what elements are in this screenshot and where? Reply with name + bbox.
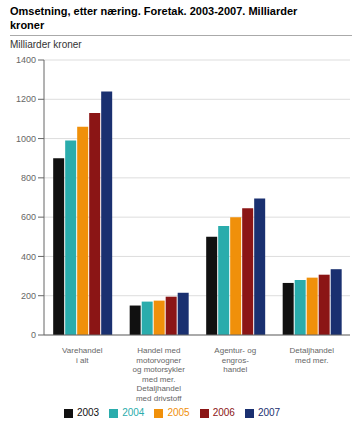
svg-text:1200: 1200 <box>16 94 36 104</box>
html-text:2006: 2006 <box>212 407 235 418</box>
html-text:Omsetning, etter næring. Foret: Omsetning, etter næring. Foretak. 2003-2… <box>10 5 298 17</box>
svg-text:1000: 1000 <box>16 134 36 144</box>
svg-text:800: 800 <box>21 173 36 183</box>
svg-text:Agentur- ogengros-handel: Agentur- ogengros-handel <box>214 346 256 374</box>
html-text:2007: 2007 <box>257 407 281 418</box>
svg-text:400: 400 <box>21 252 36 262</box>
html-text:Milliarder kroner: Milliarder kroner <box>10 39 82 50</box>
html-text:2005: 2005 <box>167 407 190 418</box>
svg-text:Varehandeli alt: Varehandeli alt <box>62 346 103 365</box>
svg-text:600: 600 <box>21 212 36 222</box>
svg-text:1400: 1400 <box>16 55 36 65</box>
svg-text:Detaljhandelmed mer.: Detaljhandelmed mer. <box>290 346 335 365</box>
svg-text:0: 0 <box>31 330 36 340</box>
html-text:kroner: kroner <box>10 19 45 31</box>
html-text:2004: 2004 <box>122 407 145 418</box>
svg-text:Handel medmotorvognerog motors: Handel medmotorvognerog motorsyklermed m… <box>133 346 186 403</box>
svg-text:200: 200 <box>21 291 36 301</box>
html-text:2003: 2003 <box>76 407 100 418</box>
